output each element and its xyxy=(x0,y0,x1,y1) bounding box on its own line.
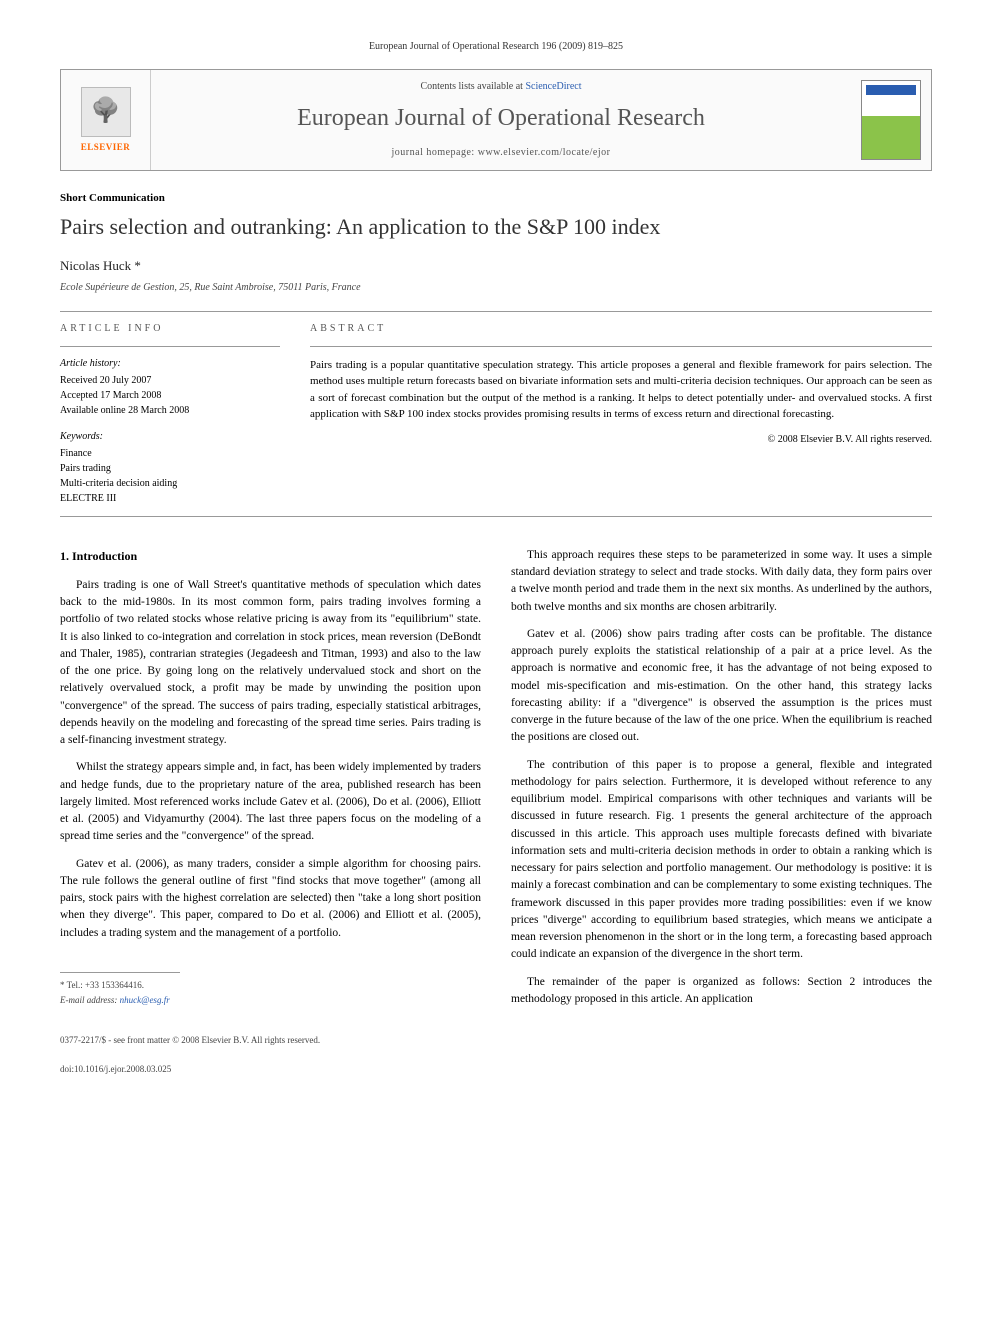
history-label: Article history: xyxy=(60,357,280,371)
corresponding-tel: * Tel.: +33 153364416. xyxy=(60,979,481,993)
right-column: This approach requires these steps to be… xyxy=(511,547,932,1018)
info-divider xyxy=(60,346,280,347)
journal-cover-block xyxy=(851,70,931,170)
abstract-copyright: © 2008 Elsevier B.V. All rights reserved… xyxy=(310,433,932,447)
corresponding-author-footer: * Tel.: +33 153364416. E-mail address: n… xyxy=(60,972,481,1008)
author-name: Nicolas Huck * xyxy=(60,257,932,275)
body-para-r4: The remainder of the paper is organized … xyxy=(511,974,932,1009)
body-para-r2: Gatev et al. (2006) show pairs trading a… xyxy=(511,626,932,747)
homepage-prefix: journal homepage: xyxy=(392,147,478,158)
history-received: Received 20 July 2007 xyxy=(60,373,280,388)
article-section-label: Short Communication xyxy=(60,191,932,206)
contents-available-line: Contents lists available at ScienceDirec… xyxy=(161,80,841,94)
journal-homepage-line: journal homepage: www.elsevier.com/locat… xyxy=(161,146,841,160)
article-info-block: ARTICLE INFO Article history: Received 2… xyxy=(60,322,280,506)
homepage-url: www.elsevier.com/locate/ejor xyxy=(478,147,611,158)
issn-line: 0377-2217/$ - see front matter © 2008 El… xyxy=(60,1034,932,1047)
keyword-2: Pairs trading xyxy=(60,461,280,476)
keyword-1: Finance xyxy=(60,446,280,461)
body-columns: 1. Introduction Pairs trading is one of … xyxy=(60,547,932,1018)
divider-below-abstract xyxy=(60,516,932,517)
abstract-heading: ABSTRACT xyxy=(310,322,932,336)
keyword-4: ELECTRE III xyxy=(60,491,280,506)
body-para-l3: Gatev et al. (2006), as many traders, co… xyxy=(60,856,481,942)
header-center: Contents lists available at ScienceDirec… xyxy=(151,70,851,170)
section-1-heading: 1. Introduction xyxy=(60,547,481,565)
abstract-block: ABSTRACT Pairs trading is a popular quan… xyxy=(310,322,932,506)
left-column: 1. Introduction Pairs trading is one of … xyxy=(60,547,481,1018)
body-para-l1: Pairs trading is one of Wall Street's qu… xyxy=(60,577,481,750)
info-abstract-row: ARTICLE INFO Article history: Received 2… xyxy=(60,322,932,506)
publisher-name: ELSEVIER xyxy=(81,141,131,154)
email-link[interactable]: nhuck@esg.fr xyxy=(120,995,170,1005)
body-para-r3: The contribution of this paper is to pro… xyxy=(511,757,932,964)
elsevier-tree-icon xyxy=(81,87,131,137)
keywords-label: Keywords: xyxy=(60,430,280,444)
corresponding-email-line: E-mail address: nhuck@esg.fr xyxy=(60,994,481,1008)
journal-header-box: ELSEVIER Contents lists available at Sci… xyxy=(60,69,932,171)
doi-line: doi:10.1016/j.ejor.2008.03.025 xyxy=(60,1063,932,1076)
abstract-text: Pairs trading is a popular quantitative … xyxy=(310,357,932,423)
body-para-l2: Whilst the strategy appears simple and, … xyxy=(60,759,481,845)
publisher-logo-block: ELSEVIER xyxy=(61,70,151,170)
email-label: E-mail address: xyxy=(60,995,120,1005)
keywords-block: Keywords: Finance Pairs trading Multi-cr… xyxy=(60,430,280,506)
contents-prefix: Contents lists available at xyxy=(420,81,525,92)
divider xyxy=(60,311,932,312)
page: European Journal of Operational Research… xyxy=(0,0,992,1115)
article-info-heading: ARTICLE INFO xyxy=(60,322,280,336)
history-accepted: Accepted 17 March 2008 xyxy=(60,388,280,403)
history-online: Available online 28 March 2008 xyxy=(60,403,280,418)
footer-divider xyxy=(60,972,180,973)
journal-name: European Journal of Operational Research xyxy=(161,102,841,136)
sciencedirect-link[interactable]: ScienceDirect xyxy=(525,81,581,92)
body-para-r1: This approach requires these steps to be… xyxy=(511,547,932,616)
keyword-3: Multi-criteria decision aiding xyxy=(60,476,280,491)
abstract-divider xyxy=(310,346,932,347)
author-affiliation: Ecole Supérieure de Gestion, 25, Rue Sai… xyxy=(60,281,932,295)
article-title: Pairs selection and outranking: An appli… xyxy=(60,212,932,243)
header-citation: European Journal of Operational Research… xyxy=(60,40,932,54)
journal-cover-thumbnail xyxy=(861,80,921,160)
